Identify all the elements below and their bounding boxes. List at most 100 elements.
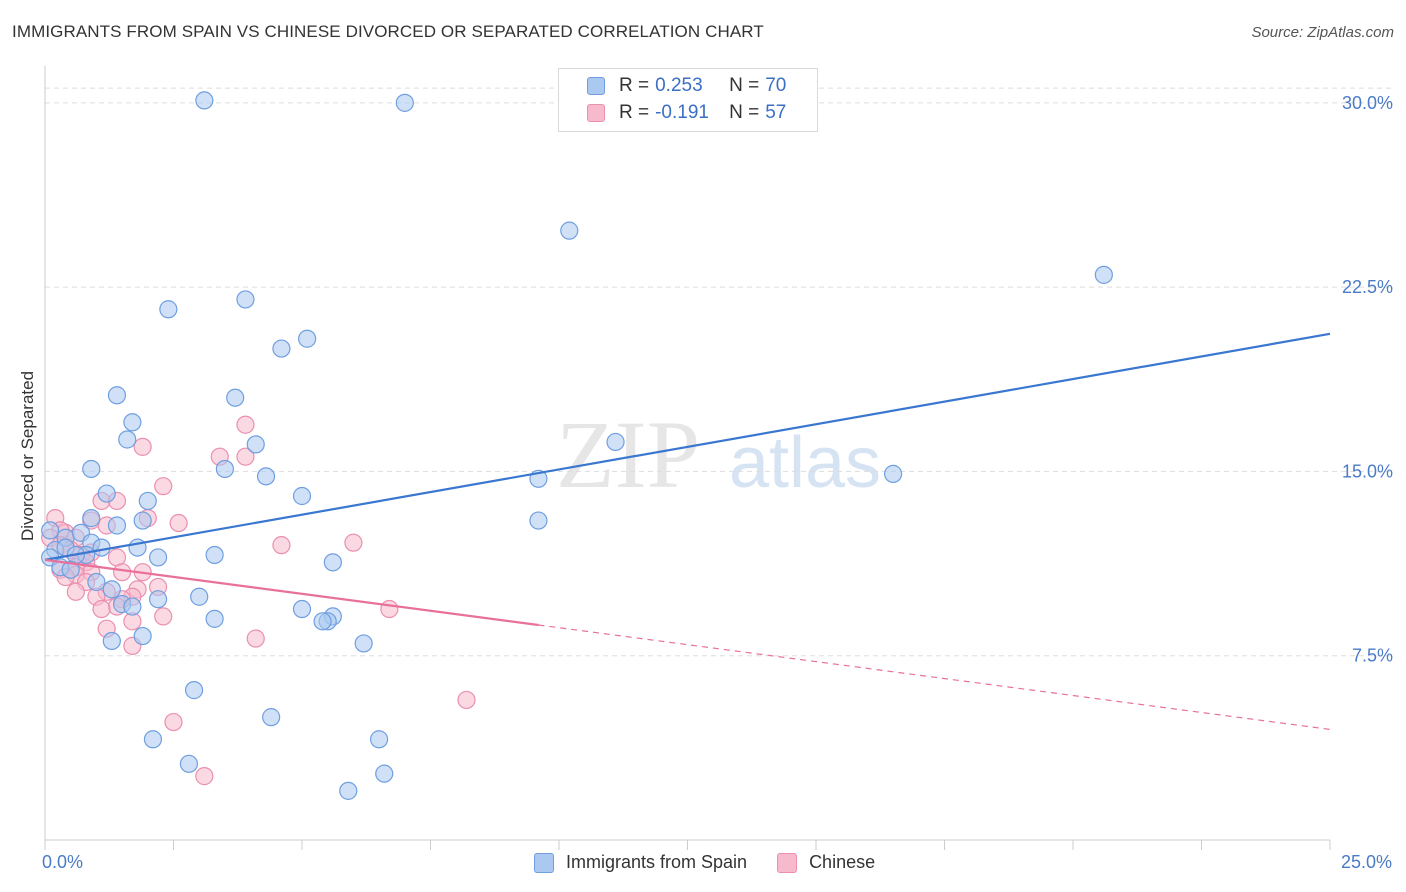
y-tick-labels: 7.5% 15.0% 22.5% 30.0% bbox=[1342, 93, 1393, 666]
spain-point bbox=[143, 730, 163, 749]
legend-n-value-spain: 70 bbox=[765, 75, 787, 96]
legend-label-chinese: Chinese bbox=[809, 852, 876, 872]
chinese-point bbox=[272, 536, 291, 555]
legend-r-value-spain: 0.253 bbox=[655, 75, 703, 96]
legend-r-value-chinese: -0.191 bbox=[655, 102, 709, 123]
spain-point bbox=[370, 730, 389, 749]
spain-point bbox=[148, 548, 168, 567]
spain-point bbox=[883, 464, 903, 483]
chinese-point bbox=[195, 767, 214, 786]
chart-title: IMMIGRANTS FROM SPAIN VS CHINESE DIVORCE… bbox=[12, 22, 764, 41]
legend-swatch-chinese bbox=[587, 104, 605, 122]
spain-point bbox=[195, 91, 214, 110]
spain-point bbox=[82, 459, 101, 479]
chinese-point bbox=[380, 599, 399, 619]
spain-point bbox=[313, 612, 332, 631]
spain-point bbox=[339, 781, 358, 800]
legend-swatch-chinese bbox=[777, 852, 798, 873]
legend-item-spain[interactable]: Immigrants from Spain bbox=[534, 852, 747, 873]
spain-point bbox=[205, 545, 224, 565]
x-tick-max: 25.0% bbox=[1340, 852, 1392, 872]
chinese-point bbox=[457, 690, 476, 710]
spain-point bbox=[148, 590, 168, 609]
legend-r-label: R = bbox=[619, 102, 650, 123]
source-label: Source: ZipAtlas.com bbox=[1251, 24, 1394, 41]
chinese-trend-extension bbox=[538, 624, 1331, 731]
x-tick-min: 0.0% bbox=[42, 852, 84, 872]
spain-point bbox=[102, 631, 121, 651]
gridlines bbox=[45, 87, 1392, 657]
spain-point bbox=[82, 509, 101, 528]
chinese-point bbox=[133, 437, 152, 456]
chinese-point bbox=[236, 415, 255, 434]
spain-point bbox=[236, 290, 255, 309]
legend-r-label: R = bbox=[619, 75, 650, 96]
watermark-zip: ZIP bbox=[556, 401, 700, 508]
spain-point bbox=[226, 388, 245, 407]
chinese-point bbox=[154, 477, 173, 496]
spain-point bbox=[323, 553, 342, 572]
spain-point bbox=[123, 413, 142, 432]
watermark-atlas: atlas bbox=[729, 423, 881, 503]
spain-point bbox=[292, 486, 312, 506]
spain-point bbox=[184, 681, 204, 700]
chinese-point bbox=[92, 599, 111, 619]
spain-point bbox=[133, 511, 152, 530]
axes bbox=[44, 66, 1331, 850]
legend-n-value-chinese: 57 bbox=[765, 102, 787, 123]
spain-point bbox=[246, 435, 265, 454]
chinese-point bbox=[236, 447, 255, 466]
spain-point bbox=[205, 609, 224, 628]
spain-point bbox=[123, 597, 142, 616]
spain-point bbox=[375, 764, 394, 783]
spain-point bbox=[272, 339, 291, 358]
spain-point bbox=[606, 432, 625, 452]
chinese-point bbox=[112, 563, 132, 582]
correlation-legend: R = 0.253 N = 70 R = -0.191 N = 57 bbox=[558, 68, 818, 132]
chinese-point bbox=[154, 607, 173, 626]
spain-point bbox=[256, 467, 276, 486]
y-tick-label: 22.5% bbox=[1342, 277, 1393, 297]
spain-point bbox=[97, 484, 116, 503]
spain-point bbox=[92, 538, 111, 557]
series-legend: Immigrants from Spain Chinese bbox=[534, 852, 905, 873]
spain-point bbox=[179, 754, 199, 773]
legend-row-spain: R = 0.253 N = 70 bbox=[559, 74, 786, 98]
chinese-point bbox=[66, 582, 85, 601]
chinese-trend-line bbox=[44, 558, 539, 627]
spain-point bbox=[41, 521, 60, 540]
legend-row-chinese: R = -0.191 N = 57 bbox=[559, 101, 786, 125]
chinese-point bbox=[164, 712, 183, 732]
spain-point bbox=[395, 93, 414, 112]
legend-swatch-spain bbox=[534, 852, 554, 873]
legend-item-chinese[interactable]: Chinese bbox=[777, 852, 875, 873]
spain-point bbox=[133, 626, 152, 646]
spain-point bbox=[190, 587, 209, 606]
chinese-point bbox=[344, 533, 363, 552]
spain-point bbox=[298, 329, 317, 348]
spain-point bbox=[354, 634, 373, 653]
spain-trend-line bbox=[44, 332, 1331, 561]
y-tick-label: 7.5% bbox=[1352, 646, 1393, 666]
trend-lines bbox=[44, 332, 1331, 731]
spain-point bbox=[159, 300, 178, 319]
spain-point bbox=[262, 708, 281, 727]
spain-point bbox=[292, 599, 312, 619]
spain-point bbox=[87, 572, 106, 592]
spain-point bbox=[107, 516, 127, 535]
chinese-point bbox=[169, 513, 188, 533]
spain-point bbox=[1094, 265, 1113, 284]
spain-point bbox=[118, 430, 137, 449]
legend-n-label: N = bbox=[729, 102, 760, 123]
y-tick-label: 15.0% bbox=[1342, 461, 1393, 481]
spain-point bbox=[529, 511, 548, 530]
spain-point bbox=[215, 459, 234, 479]
chinese-point bbox=[246, 629, 265, 648]
legend-label-spain: Immigrants from Spain bbox=[566, 852, 748, 872]
y-tick-label: 30.0% bbox=[1342, 93, 1393, 113]
spain-point bbox=[107, 386, 127, 405]
spain-point bbox=[138, 491, 157, 511]
spain-point bbox=[102, 580, 121, 599]
spain-point bbox=[61, 560, 80, 579]
